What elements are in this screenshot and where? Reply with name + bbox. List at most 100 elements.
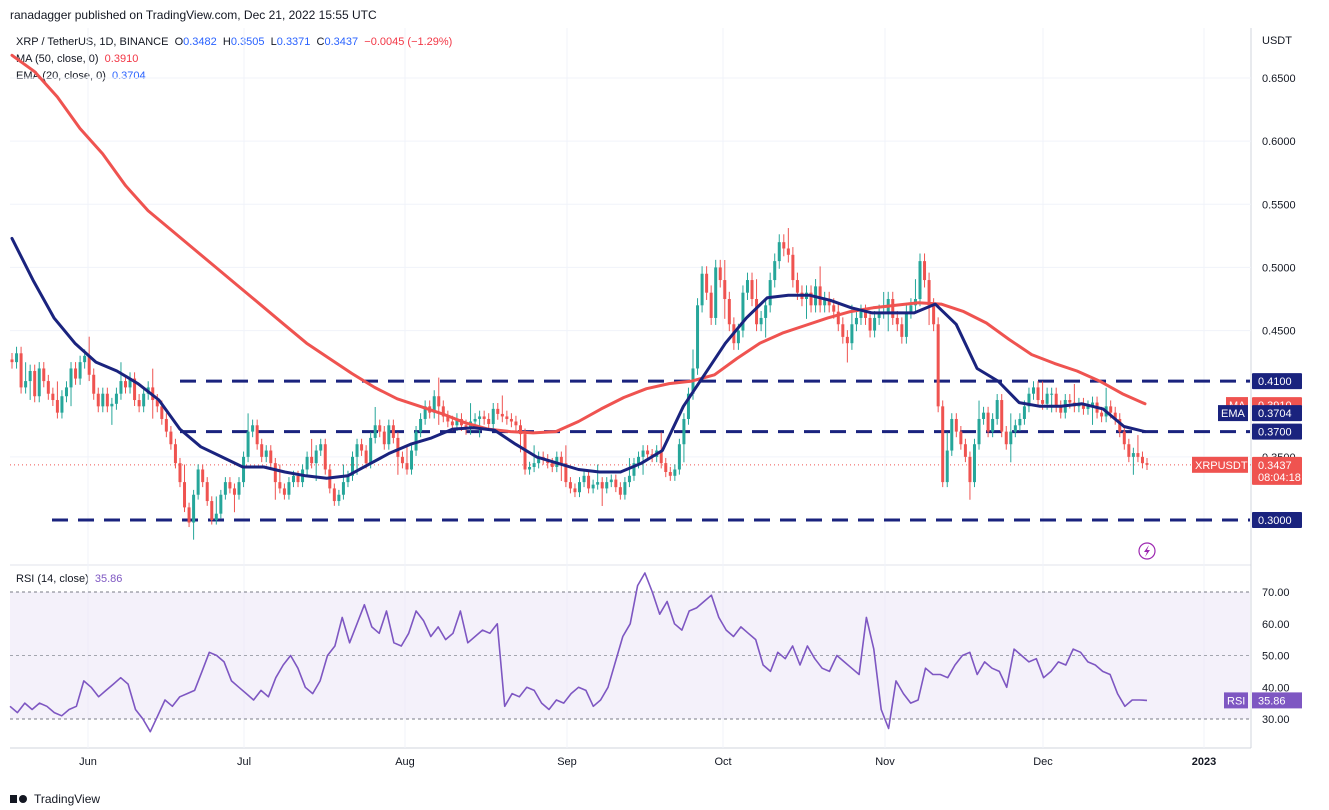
- price-tick-label: 0.6000: [1262, 136, 1296, 148]
- candle-body: [768, 280, 772, 306]
- candle-body: [64, 387, 68, 397]
- candle-body: [945, 450, 949, 483]
- rsi-tag-value: 35.86: [1258, 695, 1286, 707]
- rsi-tag-bg: [1252, 692, 1302, 709]
- high-value: 0.3505: [230, 36, 265, 48]
- candle-body: [119, 381, 123, 394]
- candle-body: [437, 396, 441, 407]
- ma50-line: [10, 53, 1147, 435]
- candle-body: [528, 466, 532, 470]
- candle-body: [759, 317, 763, 325]
- candle-body: [618, 487, 622, 495]
- candle-body: [1131, 453, 1135, 457]
- candle-body: [818, 286, 822, 306]
- candle-body: [568, 482, 572, 489]
- candle-body: [900, 324, 904, 337]
- candle-body: [28, 370, 32, 382]
- footer-brand[interactable]: TradingView: [34, 792, 101, 806]
- time-tick-label: 2023: [1192, 756, 1216, 768]
- candle-body: [273, 463, 277, 483]
- ema-legend[interactable]: EMA (20, close, 0) 0.3704: [16, 70, 146, 82]
- rsi-legend-value: 35.86: [94, 573, 123, 585]
- symbol-name[interactable]: XRP / TetherUS, 1D, BINANCE: [16, 36, 169, 48]
- candle-body: [605, 482, 609, 489]
- ema-tag-label: EMA: [1221, 408, 1246, 420]
- candle-body: [668, 472, 672, 476]
- candle-body: [709, 292, 713, 318]
- candle-body: [941, 406, 945, 483]
- candle-body: [1004, 431, 1008, 445]
- candle-body: [419, 418, 423, 432]
- time-tick-label: Jul: [237, 756, 251, 768]
- candle-body: [727, 299, 731, 325]
- candle-body: [114, 393, 118, 404]
- candle-body: [537, 456, 541, 464]
- candle-body: [950, 418, 954, 451]
- candle-body: [101, 393, 105, 407]
- candle-body: [550, 463, 554, 467]
- candle-body: [310, 456, 314, 464]
- candle-body: [791, 254, 795, 281]
- candle-body: [260, 444, 264, 457]
- candle-body: [936, 324, 940, 407]
- candle-body: [573, 488, 577, 493]
- candle-body: [83, 355, 87, 363]
- candle-body: [269, 450, 273, 464]
- candle-body: [10, 359, 14, 363]
- candle-body: [237, 482, 241, 495]
- candle-body: [74, 368, 78, 379]
- candle-body: [332, 488, 336, 502]
- rsi-tick-label: 30.00: [1262, 714, 1290, 726]
- candle-body: [223, 482, 227, 495]
- candle-body: [391, 425, 395, 438]
- candle-body: [1113, 412, 1117, 419]
- candle-body: [895, 317, 899, 325]
- open-value: 0.3482: [183, 36, 217, 48]
- candle-body: [509, 418, 513, 422]
- time-tick-label: Nov: [875, 756, 895, 768]
- candle-body: [741, 292, 745, 331]
- candle-body: [1041, 400, 1045, 404]
- candle-body: [314, 450, 318, 464]
- candle-body: [87, 355, 91, 375]
- candle-body: [1059, 406, 1063, 413]
- candle-body: [1050, 393, 1054, 395]
- candle-body: [1109, 406, 1113, 413]
- rsi-legend[interactable]: RSI (14, close) 35.86: [16, 573, 122, 585]
- ma-legend[interactable]: MA (50, close, 0) 0.3910: [16, 53, 138, 65]
- candle-body: [986, 412, 990, 432]
- candle-body: [169, 431, 173, 445]
- candle-body: [205, 482, 209, 502]
- candle-body: [1145, 463, 1149, 465]
- open-label: O: [174, 36, 184, 48]
- candle-body: [282, 488, 286, 495]
- candle-body: [532, 463, 536, 467]
- last-price-tag-label-bg: [1192, 456, 1248, 473]
- close-value: 0.3437: [324, 36, 359, 48]
- candle-body: [400, 456, 404, 464]
- candle-body: [1140, 456, 1144, 464]
- ema-tag-label-bg: [1218, 405, 1248, 422]
- candle-body: [600, 482, 604, 489]
- candle-body: [637, 456, 641, 464]
- candle-body: [242, 456, 246, 483]
- candle-body: [296, 475, 300, 483]
- candle-body: [183, 482, 187, 508]
- candle-body: [868, 317, 872, 331]
- candle-body: [264, 450, 268, 457]
- close-label: C: [316, 36, 325, 48]
- candle-body: [78, 362, 82, 379]
- candle-body: [33, 370, 37, 397]
- candle-body: [1136, 453, 1140, 457]
- candle-body: [133, 378, 137, 401]
- candle-body: [69, 368, 73, 388]
- candle-body: [201, 469, 205, 483]
- rsi-line: [9, 572, 1148, 733]
- ema-legend-label: EMA (20, close, 0): [16, 70, 106, 82]
- candle-body: [977, 418, 981, 445]
- candle-body: [1036, 387, 1040, 401]
- candle-body: [382, 431, 386, 445]
- candle-body: [246, 431, 250, 457]
- rsi-tick-label: 50.00: [1262, 651, 1290, 663]
